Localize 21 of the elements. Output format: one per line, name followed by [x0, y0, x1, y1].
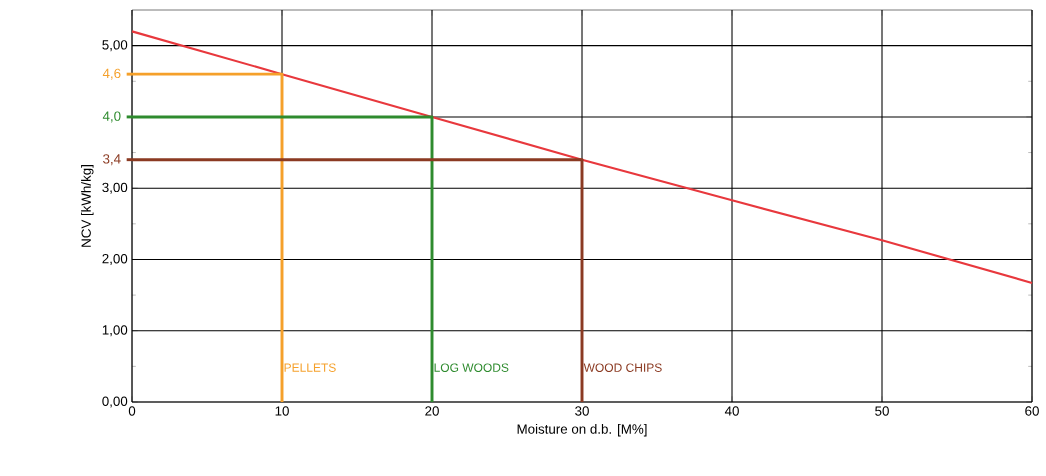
x-tick-label: 20 — [425, 406, 439, 416]
series-label: WOOD CHIPS — [583, 363, 662, 372]
x-tick-label: 30 — [575, 406, 589, 416]
x-tick-label: 50 — [875, 406, 889, 416]
series-label: PELLETS — [284, 363, 336, 372]
y-tick-label: 2,00 — [102, 253, 128, 265]
line-series — [130, 30, 1034, 285]
y-tick-label: 5,00 — [102, 40, 128, 52]
y-axis-title: NCV [kWh/kg] — [81, 165, 94, 247]
text: 3,4 — [103, 154, 121, 166]
x-tick-label: 60 — [1025, 406, 1039, 416]
text: 4,0 — [102, 111, 121, 123]
x-axis-title: Moisture on d.b. [M%] — [517, 423, 647, 437]
y-tick-label: 3,00 — [102, 182, 128, 194]
x-tick-label: 0 — [128, 406, 136, 416]
y-tick-label: 1,00 — [102, 325, 128, 337]
x-tick-label: 40 — [724, 406, 739, 416]
y-tick-label: 0,00 — [102, 396, 128, 408]
series-label: LOG WOODS — [434, 363, 509, 372]
text: 4,6 — [102, 68, 121, 80]
x-tick-label: 10 — [275, 406, 289, 416]
